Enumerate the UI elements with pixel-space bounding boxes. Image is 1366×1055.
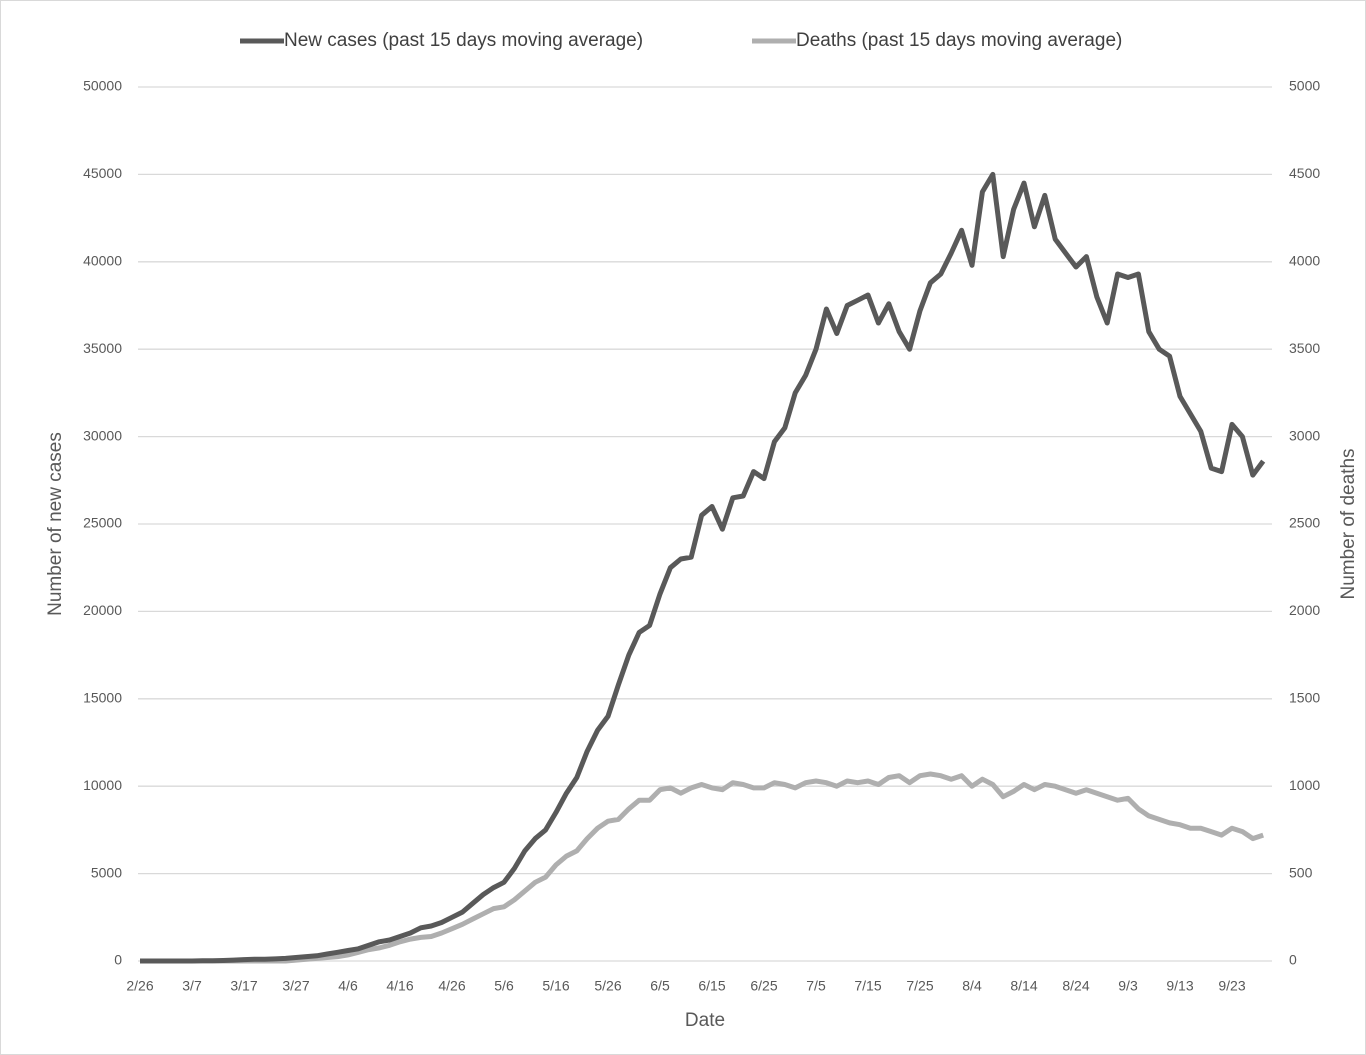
y-tick-label: 20000: [83, 602, 122, 618]
x-tick-label: 8/24: [1062, 978, 1089, 994]
y2-tick-label: 4500: [1289, 165, 1320, 181]
x-tick-label: 4/26: [438, 978, 465, 994]
y-tick-label: 5000: [91, 864, 122, 880]
y-tick-label: 25000: [83, 515, 122, 531]
x-tick-label: 5/26: [594, 978, 621, 994]
x-tick-label: 7/25: [906, 978, 933, 994]
y-tick-label: 40000: [83, 253, 122, 269]
y-tick-label: 10000: [83, 777, 122, 793]
x-tick-label: 6/25: [750, 978, 777, 994]
series-line: [140, 171, 1266, 964]
x-tick-label: 9/13: [1166, 978, 1193, 994]
x-tick-label: 9/23: [1218, 978, 1245, 994]
x-tick-label: 4/16: [386, 978, 413, 994]
x-tick-label: 6/15: [698, 978, 725, 994]
y-axis-title: Number of new cases: [45, 432, 66, 616]
x-tick-label: 4/6: [338, 978, 358, 994]
y2-tick-label: 500: [1289, 864, 1313, 880]
x-tick-label: 3/27: [282, 978, 309, 994]
y-tick-label: 30000: [83, 427, 122, 443]
x-tick-label: 3/17: [230, 978, 257, 994]
y2-tick-label: 3500: [1289, 340, 1320, 356]
x-tick-label: 2/26: [126, 978, 153, 994]
x-tick-label: 8/14: [1010, 978, 1037, 994]
y-tick-label: 45000: [83, 165, 122, 181]
x-tick-label: 9/3: [1118, 978, 1138, 994]
x-tick-label: 5/16: [542, 978, 569, 994]
x-axis-title: Date: [685, 1010, 725, 1031]
y2-tick-label: 3000: [1289, 427, 1320, 443]
legend-label: New cases (past 15 days moving average): [284, 30, 643, 51]
x-tick-label: 7/15: [854, 978, 881, 994]
y2-axis-title: Number of deaths: [1338, 448, 1359, 599]
y-tick-label: 50000: [83, 78, 122, 94]
y2-tick-label: 1500: [1289, 690, 1320, 706]
x-tick-label: 3/7: [182, 978, 202, 994]
x-tick-label: 5/6: [494, 978, 514, 994]
x-tick-label: 7/5: [806, 978, 826, 994]
series-line: [140, 771, 1264, 964]
y2-tick-label: 5000: [1289, 78, 1320, 94]
x-tick-label: 8/4: [962, 978, 982, 994]
y2-tick-label: 1000: [1289, 777, 1320, 793]
legend-label: Deaths (past 15 days moving average): [796, 30, 1122, 51]
y-tick-label: 35000: [83, 340, 122, 356]
y2-tick-label: 2000: [1289, 602, 1320, 618]
y-tick-label: 15000: [83, 690, 122, 706]
y2-tick-label: 0: [1289, 952, 1297, 968]
y-tick-label: 0: [114, 952, 122, 968]
y2-tick-label: 4000: [1289, 253, 1320, 269]
y2-tick-label: 2500: [1289, 515, 1320, 531]
x-tick-label: 6/5: [650, 978, 670, 994]
